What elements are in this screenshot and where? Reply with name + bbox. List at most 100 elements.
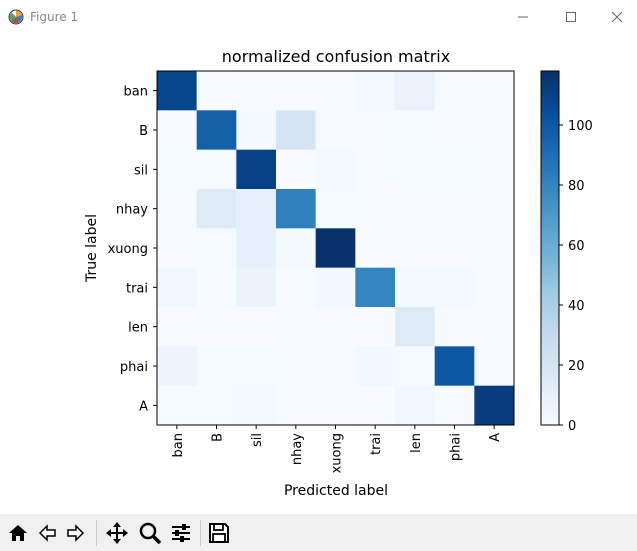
heatmap-cell: [315, 149, 356, 190]
heatmap-cell: [196, 110, 237, 150]
x-tick-label: B: [211, 433, 226, 442]
heatmap-cell: [474, 110, 515, 150]
heatmap-cell: [434, 346, 475, 386]
toolbar-separator: [200, 520, 201, 546]
heatmap-cell: [395, 228, 435, 268]
pan-button[interactable]: [104, 520, 130, 546]
heatmap-cell: [196, 71, 237, 111]
heatmap-cell: [157, 149, 197, 190]
heatmap-cell: [157, 385, 197, 426]
heatmap-cell: [236, 110, 277, 150]
heatmap-cell: [434, 228, 475, 268]
heatmap-cell: [355, 228, 396, 268]
heatmap-cell: [157, 267, 197, 308]
y-tick-label: xuong: [108, 242, 148, 257]
x-tick-label: xuong: [330, 433, 345, 473]
heatmap-cell: [196, 307, 237, 347]
heatmap-cell: [474, 71, 515, 111]
close-button[interactable]: [594, 0, 637, 34]
heatmap-cells: [157, 71, 515, 426]
heatmap-cell: [474, 149, 515, 190]
home-button[interactable]: [5, 520, 31, 546]
y-tick-label: phai: [120, 360, 148, 375]
heatmap-cell: [196, 189, 237, 229]
heatmap-cell: [434, 307, 475, 347]
window-title: Figure 1: [30, 10, 79, 24]
colorbar-tick-label: 80: [568, 179, 585, 194]
save-icon: [209, 523, 229, 543]
heatmap-cell: [276, 267, 316, 308]
zoom-button[interactable]: [137, 520, 163, 546]
x-tick-label: sil: [250, 433, 265, 447]
heatmap-cell: [157, 346, 197, 386]
x-tick-label: ban: [171, 433, 186, 457]
heatmap-cell: [395, 346, 435, 386]
heatmap-cell: [276, 385, 316, 426]
heatmap-cell: [196, 149, 237, 190]
heatmap-cell: [434, 71, 475, 111]
heatmap-cell: [395, 189, 435, 229]
heatmap-cell: [395, 149, 435, 190]
heatmap-cell: [434, 267, 475, 308]
configure-subplots-button[interactable]: [168, 520, 194, 546]
heatmap-cell: [355, 149, 396, 190]
heatmap-cell: [355, 189, 396, 229]
heatmap-cell: [196, 346, 237, 386]
y-tick-label: trai: [126, 281, 148, 296]
x-tick-label: nhay: [290, 433, 305, 465]
heatmap-cell: [474, 228, 515, 268]
y-axis-label: True label: [84, 214, 100, 283]
heatmap-cell: [315, 228, 356, 268]
colorbar-ticks: 0 20 40 60 80 100: [559, 119, 593, 434]
maximize-icon: [566, 12, 576, 22]
y-tick-label: len: [128, 321, 148, 336]
heatmap-cell: [395, 385, 435, 426]
colorbar-tick-label: 0: [568, 419, 576, 434]
heatmap-cell: [355, 307, 396, 347]
colorbar-tick-label: 100: [568, 119, 593, 134]
x-tick-label: A: [488, 433, 503, 442]
matplotlib-toolbar: [0, 514, 637, 551]
heatmap-cell: [315, 110, 356, 150]
heatmap-cell: [434, 189, 475, 229]
heatmap-cell: [315, 267, 356, 308]
window-titlebar: Figure 1: [0, 0, 637, 34]
heatmap-cell: [315, 346, 356, 386]
x-tick-label: phai: [449, 433, 464, 461]
pan-icon: [106, 522, 128, 544]
y-tick-label: ban: [124, 85, 148, 100]
heatmap-cell: [236, 228, 277, 268]
heatmap-cell: [355, 267, 396, 308]
heatmap-cell: [315, 71, 356, 111]
heatmap-cell: [434, 385, 475, 426]
heatmap-cell: [474, 189, 515, 229]
minimize-icon: [518, 16, 528, 18]
heatmap-cell: [474, 385, 515, 426]
y-tick-label: B: [139, 124, 148, 139]
heatmap-cell: [395, 267, 435, 308]
x-tick-label: len: [409, 433, 424, 453]
heatmap-cell: [474, 346, 515, 386]
matplotlib-icon: [8, 9, 24, 25]
heatmap-cell: [355, 71, 396, 111]
save-button[interactable]: [206, 520, 232, 546]
home-icon: [9, 525, 27, 541]
back-icon: [38, 524, 56, 542]
heatmap-cell: [395, 110, 435, 150]
forward-button[interactable]: [63, 520, 89, 546]
heatmap-cell: [276, 189, 316, 229]
heatmap-cell: [236, 267, 277, 308]
toolbar-separator: [96, 520, 97, 546]
minimize-button[interactable]: [500, 0, 546, 34]
heatmap-cell: [474, 267, 515, 308]
maximize-button[interactable]: [548, 0, 594, 34]
colorbar: [540, 70, 560, 426]
back-button[interactable]: [34, 520, 60, 546]
heatmap-cell: [355, 110, 396, 150]
forward-icon: [67, 524, 85, 542]
heatmap-cell: [276, 71, 316, 111]
